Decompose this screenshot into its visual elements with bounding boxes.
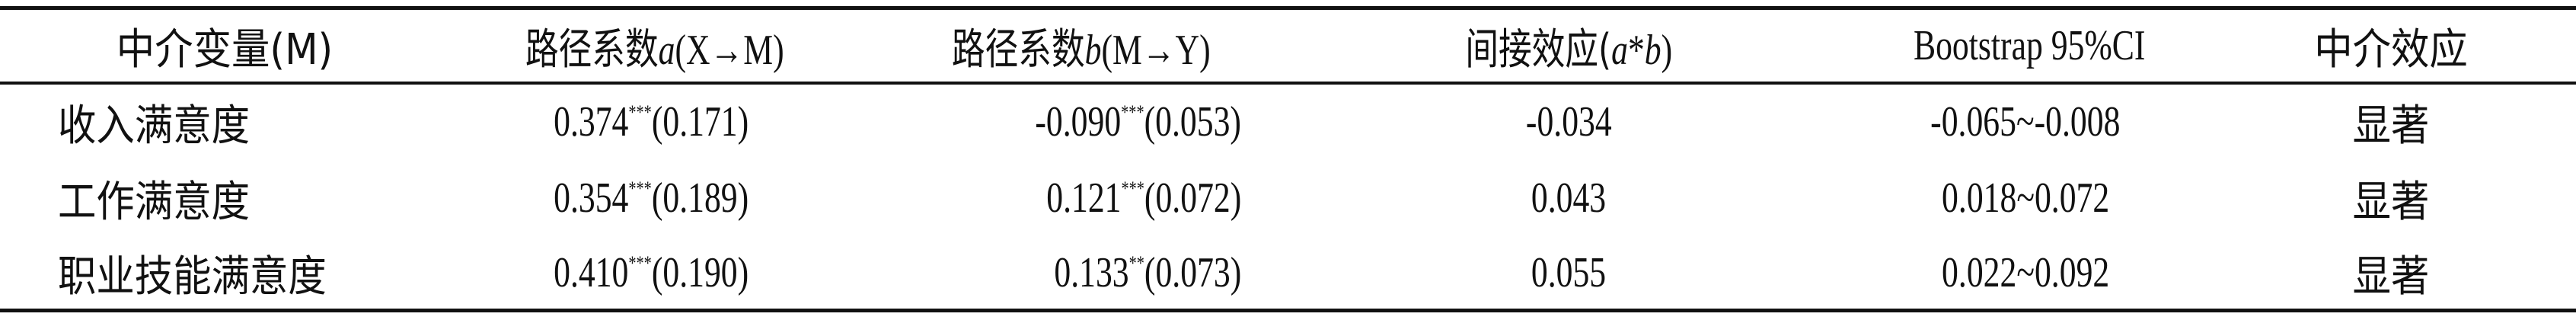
path-b-cell: -0.090***(0.053) (1035, 98, 1241, 146)
indirect-effect-cell: 0.055 (1531, 249, 1607, 296)
bootstrap-ci-cell: 0.018~0.072 (1941, 174, 2110, 222)
path-a-cell: 0.410***(0.190) (553, 249, 749, 296)
header-path-b: 路径系数b(M→Y) (952, 24, 1211, 75)
header-indirect-effect: 间接效应(a*b) (1465, 24, 1672, 75)
mediation-effect-cell: 显著 (2352, 101, 2430, 151)
mediation-effect-cell: 显著 (2352, 251, 2430, 302)
header-path-a: 路径系数a(X→M) (525, 24, 784, 75)
path-a-cell: 0.374***(0.171) (553, 98, 749, 146)
bottom-rule (0, 309, 2576, 312)
mediator-cell: 工作满意度 (58, 177, 250, 227)
path-a-cell: 0.354***(0.189) (553, 174, 749, 222)
bootstrap-ci-cell: 0.022~0.092 (1941, 249, 2110, 296)
header-mediator: 中介变量(M) (116, 24, 334, 75)
indirect-effect-cell: 0.043 (1531, 174, 1607, 222)
bootstrap-ci-cell: -0.065~-0.008 (1930, 98, 2121, 146)
mediator-cell: 职业技能满意度 (58, 251, 327, 302)
path-b-cell: 0.121***(0.072) (1045, 174, 1241, 222)
top-rule (0, 6, 2576, 10)
header-bootstrap-ci: Bootstrap 95%CI (1913, 22, 2146, 69)
header-rule (0, 82, 2576, 85)
header-mediation-effect: 中介效应 (2314, 24, 2468, 75)
indirect-effect-cell: -0.034 (1525, 98, 1612, 146)
mediation-effect-cell: 显著 (2352, 177, 2430, 227)
mediator-cell: 收入满意度 (58, 101, 250, 151)
path-b-cell: 0.133**(0.073) (1054, 249, 1241, 296)
